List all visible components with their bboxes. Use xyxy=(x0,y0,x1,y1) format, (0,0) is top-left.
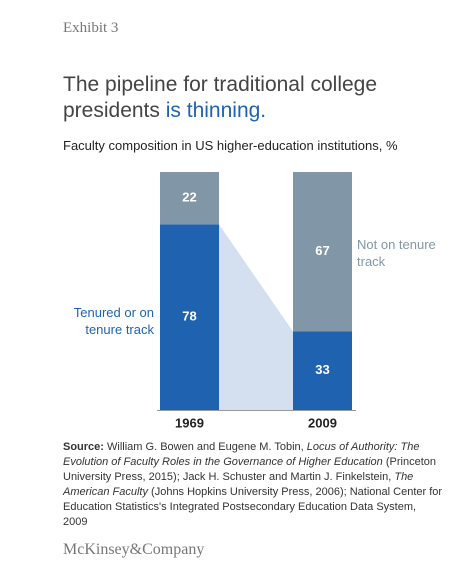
value-label: 78 xyxy=(182,309,196,324)
legend-entry: Tenured or on tenure track xyxy=(73,305,154,337)
chart-title: The pipeline for traditional college pre… xyxy=(63,72,413,124)
exhibit-label: Exhibit 3 xyxy=(63,20,119,36)
value-label: 33 xyxy=(315,362,329,377)
source-text: (Princeton University Press, 2015); Jack… xyxy=(63,456,436,483)
footer-logo: McKinsey&Company xyxy=(63,541,205,558)
source-text: (Johns Hopkins University Press, 2006); … xyxy=(63,486,443,528)
source-note: Source: William G. Bowen and Eugene M. T… xyxy=(63,440,443,530)
bar-segment xyxy=(293,172,352,332)
connector xyxy=(219,224,293,410)
source-text: Locus of Authority: The Evolution of Fac… xyxy=(63,441,420,468)
source-label: Source: xyxy=(63,441,104,453)
chart-subtitle: Faculty composition in US higher-educati… xyxy=(63,138,398,153)
title-text: The pipeline for traditional college pre… xyxy=(63,73,378,122)
source-text: The American Faculty xyxy=(63,471,414,498)
bar-segment xyxy=(293,331,352,410)
bar-segment xyxy=(160,172,219,225)
x-tick-label: 2009 xyxy=(308,415,337,430)
source-text: William G. Bowen and Eugene M. Tobin, xyxy=(103,441,307,453)
value-label: 22 xyxy=(182,190,196,205)
title-highlight: is thinning. xyxy=(165,99,267,122)
legend-entry: Not on tenure track xyxy=(357,237,436,269)
value-label: 67 xyxy=(315,243,329,258)
x-tick-label: 1969 xyxy=(175,415,204,430)
bar-segment xyxy=(160,224,219,410)
